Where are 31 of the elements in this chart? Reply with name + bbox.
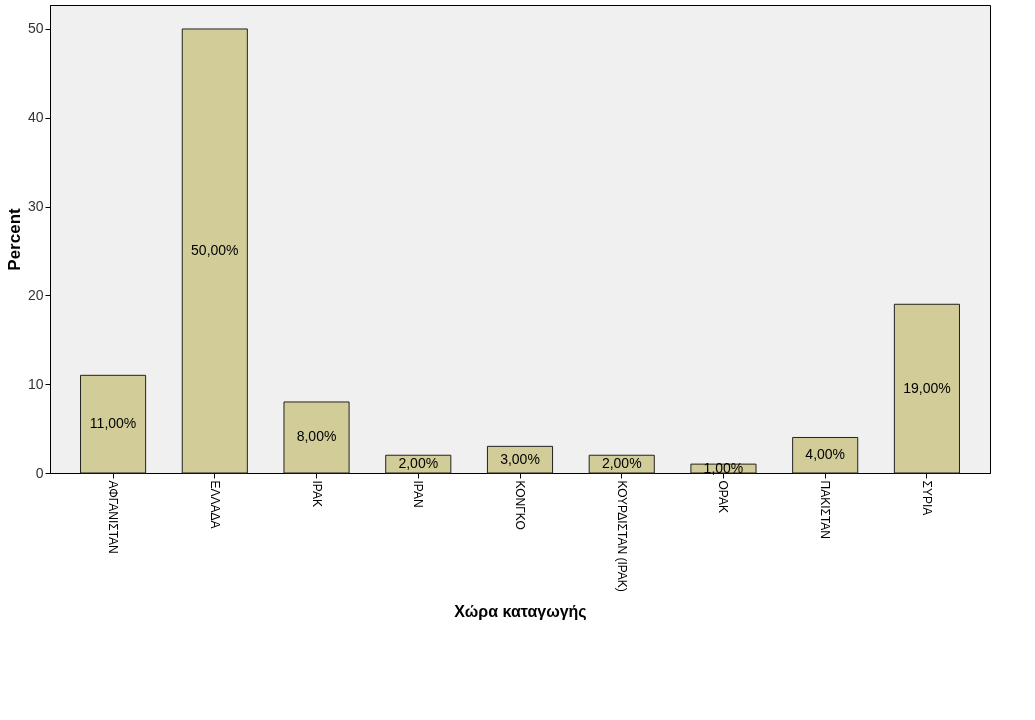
y-tick-label: 50	[27, 20, 44, 37]
data-label: 3,00%	[500, 450, 540, 467]
data-label: 1,00%	[703, 459, 744, 476]
data-label: 8,00%	[296, 428, 337, 445]
x-tick-label: ΙΡΑΝ	[411, 480, 426, 508]
data-label: 11,00%	[89, 415, 137, 432]
y-tick-label: 20	[27, 286, 44, 303]
x-tick-label: ΟΡΑΚ	[716, 480, 731, 513]
x-tick-label: ΑΦΓΑΝΙΣΤΑΝ	[106, 480, 121, 554]
x-axis-title: Χώρα καταγωγής	[454, 602, 587, 621]
data-label: 50,00%	[191, 241, 239, 258]
bar	[80, 374, 147, 474]
data-label: 4,00%	[805, 446, 846, 463]
data-label: 2,00%	[601, 455, 642, 472]
x-tick-label: ΚΟΝΓΚΟ	[513, 480, 527, 530]
x-tick-label: ΚΟΥΡΔΙΣΤΑΝ (ΙΡΑΚ)	[614, 480, 629, 592]
bar	[792, 436, 859, 474]
y-tick-label: 10	[27, 375, 44, 392]
x-tick-label: ΕΛΛΑΔΑ	[207, 480, 222, 529]
x-tick-label: ΙΡΑΚ	[309, 480, 324, 507]
y-tick-label: 40	[27, 109, 44, 126]
bar	[893, 303, 960, 474]
bar	[181, 28, 248, 474]
y-axis-title: Percent	[4, 207, 24, 271]
y-tick-label: 0	[35, 464, 44, 481]
data-label: 2,00%	[398, 455, 439, 472]
bar	[283, 401, 350, 474]
x-tick-label: ΣΥΡΙΑ	[919, 480, 934, 516]
data-label: 19,00%	[903, 379, 951, 396]
y-tick-label: 30	[27, 198, 44, 215]
x-tick-label: ΠΑΚΙΣΤΑΝ	[818, 480, 833, 540]
